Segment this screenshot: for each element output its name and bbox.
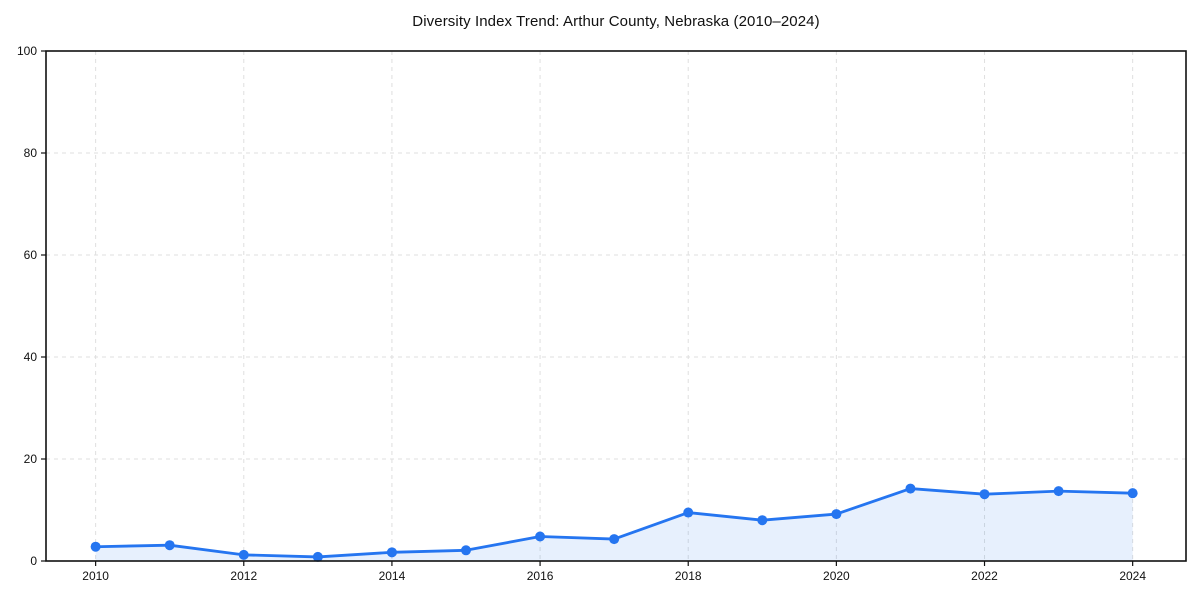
area-fill — [95, 488, 1133, 561]
data-point — [164, 540, 175, 551]
data-point — [1127, 488, 1138, 499]
data-point — [757, 515, 768, 526]
plot-border — [45, 50, 1187, 562]
y-tick-label: 60 — [24, 248, 38, 262]
x-tick-label: 2012 — [230, 569, 257, 583]
data-point — [312, 551, 323, 562]
data-point — [238, 549, 249, 560]
x-tick-label: 2020 — [823, 569, 850, 583]
data-point — [386, 547, 397, 558]
y-tick-label: 100 — [17, 44, 37, 58]
data-point — [979, 489, 990, 500]
y-tick-label: 40 — [24, 350, 38, 364]
x-tick-label: 2024 — [1119, 569, 1146, 583]
data-point — [609, 534, 620, 545]
x-tick-label: 2010 — [82, 569, 109, 583]
chart-title: Diversity Index Trend: Arthur County, Ne… — [412, 13, 820, 30]
y-tick-label: 80 — [24, 146, 38, 160]
data-point — [831, 509, 842, 520]
data-point — [461, 545, 471, 556]
data-point — [90, 541, 101, 552]
data-point — [1053, 486, 1064, 497]
data-point — [905, 483, 916, 494]
x-tick-label: 2014 — [379, 569, 406, 583]
x-tick-label: 2022 — [971, 569, 998, 583]
y-tick-label: 20 — [24, 452, 38, 466]
data-point — [535, 531, 546, 542]
y-tick-label: 0 — [30, 554, 37, 568]
data-point — [683, 507, 694, 518]
x-tick-label: 2018 — [675, 569, 702, 583]
x-tick-label: 2016 — [527, 569, 554, 583]
